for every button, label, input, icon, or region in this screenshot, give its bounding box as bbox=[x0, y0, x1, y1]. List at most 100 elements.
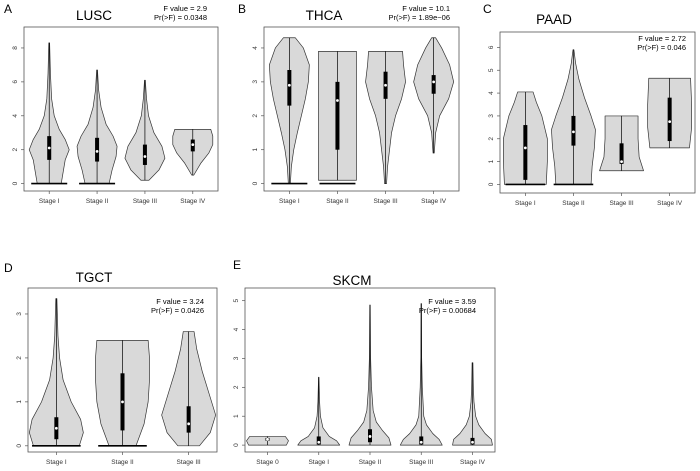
x-tick-label: Stage III bbox=[177, 459, 201, 466]
panel-title: THCA bbox=[306, 8, 343, 23]
x-tick-label: Stage I bbox=[39, 198, 60, 205]
y-tick-label: 3 bbox=[233, 356, 240, 360]
violin-median bbox=[336, 99, 339, 102]
panel-title: PAAD bbox=[536, 12, 572, 27]
violin-iqr-box bbox=[287, 70, 292, 106]
violin-median bbox=[95, 149, 99, 153]
y-tick-label: 8 bbox=[12, 46, 19, 50]
plot-frame bbox=[263, 26, 460, 192]
y-tick-label: 2 bbox=[12, 148, 19, 152]
y-tick-label: 3 bbox=[488, 114, 495, 118]
f-value-label: F value = 2.9 bbox=[163, 4, 207, 13]
y-tick-label: 0 bbox=[252, 181, 259, 185]
y-tick-label: 2 bbox=[16, 356, 23, 360]
x-tick-label: Stage II bbox=[562, 200, 585, 207]
plot-frame bbox=[499, 31, 696, 194]
p-value-label: Pr(>F) = 0.046 bbox=[637, 43, 686, 52]
panel-title: SKCM bbox=[332, 273, 371, 288]
panel-letter: C bbox=[483, 2, 492, 16]
panel-title: LUSC bbox=[76, 8, 112, 23]
violin-iqr-box bbox=[667, 97, 672, 142]
violin-iqr-box bbox=[419, 436, 424, 445]
violin-median bbox=[266, 437, 269, 441]
y-tick-label: 1 bbox=[16, 400, 23, 404]
y-tick-label: 2 bbox=[233, 385, 240, 389]
violin-iqr-box bbox=[316, 436, 321, 445]
violin-median bbox=[668, 120, 672, 124]
violin-median bbox=[121, 400, 124, 404]
violin-iqr-box bbox=[523, 125, 528, 180]
violin-median bbox=[384, 83, 387, 87]
y-tick-label: 4 bbox=[252, 46, 259, 50]
x-tick-label: Stage I bbox=[46, 459, 67, 466]
y-tick-label: 3 bbox=[252, 80, 259, 84]
x-tick-label: Stage I bbox=[279, 198, 300, 205]
violin-iqr-box bbox=[95, 137, 100, 162]
f-value-label: F value = 3.59 bbox=[428, 297, 476, 306]
x-tick-label: Stage I bbox=[308, 459, 329, 466]
violin-median bbox=[143, 155, 147, 158]
y-tick-label: 0 bbox=[488, 182, 495, 186]
violin-median bbox=[368, 435, 372, 438]
x-tick-label: Stage III bbox=[609, 200, 633, 207]
p-value-label: Pr(>F) = 0.0348 bbox=[154, 13, 207, 22]
f-value-label: F value = 2.72 bbox=[638, 34, 686, 43]
y-tick-label: 4 bbox=[233, 327, 240, 331]
violin-iqr-box bbox=[431, 75, 436, 94]
x-tick-label: Stage IV bbox=[460, 459, 486, 466]
x-tick-label: Stage II bbox=[111, 459, 134, 466]
p-value-label: Pr(>F) = 0.0426 bbox=[151, 306, 204, 315]
y-tick-label: 4 bbox=[12, 114, 19, 118]
panel-letter: D bbox=[4, 261, 13, 275]
y-tick-label: 1 bbox=[233, 414, 240, 418]
violin-median bbox=[317, 440, 321, 444]
y-tick-label: 6 bbox=[12, 80, 19, 84]
panel-thca: B THCA F value = 10.1Pr(>F) = 1.89e−06 0 1 2 3… bbox=[238, 2, 460, 205]
y-tick-label: 6 bbox=[488, 45, 495, 49]
x-tick-label: Stage III bbox=[373, 198, 397, 205]
panel-letter: E bbox=[233, 258, 241, 272]
f-value-label: F value = 10.1 bbox=[402, 4, 450, 13]
x-tick-label: Stage III bbox=[409, 459, 433, 466]
violin-median bbox=[47, 146, 51, 150]
y-tick-label: 2 bbox=[488, 137, 495, 141]
violin-median bbox=[572, 130, 575, 134]
y-tick-label: 0 bbox=[233, 443, 240, 447]
y-tick-label: 2 bbox=[252, 114, 259, 118]
y-tick-label: 0 bbox=[16, 444, 23, 448]
x-tick-label: Stage IV bbox=[657, 200, 683, 207]
x-tick-label: Stage III bbox=[133, 198, 157, 205]
plot-frame bbox=[23, 26, 219, 192]
f-value-label: F value = 3.24 bbox=[156, 297, 204, 306]
violin-median bbox=[54, 426, 58, 430]
y-tick-label: 1 bbox=[488, 159, 495, 163]
panel-letter: A bbox=[4, 2, 12, 16]
panel-letter: B bbox=[238, 2, 246, 16]
violin-iqr-box bbox=[619, 143, 624, 164]
x-tick-label: Stage 0 bbox=[256, 459, 279, 466]
violin-median bbox=[523, 146, 527, 150]
violin-median bbox=[191, 143, 195, 147]
p-value-label: Pr(>F) = 0.00684 bbox=[419, 306, 476, 315]
x-tick-label: Stage II bbox=[359, 459, 382, 466]
y-tick-label: 4 bbox=[488, 91, 495, 95]
y-tick-label: 3 bbox=[16, 312, 23, 316]
violin-iqr-box bbox=[335, 81, 340, 150]
violin-median bbox=[187, 422, 191, 426]
violin-iqr-box bbox=[186, 406, 191, 433]
y-tick-label: 1 bbox=[252, 148, 259, 152]
y-tick-label: 5 bbox=[233, 298, 240, 302]
x-tick-label: Stage I bbox=[515, 200, 536, 207]
p-value-label: Pr(>F) = 1.89e−06 bbox=[389, 13, 451, 22]
violin-iqr-box bbox=[142, 144, 147, 165]
violin-median bbox=[287, 83, 291, 87]
violin-median bbox=[620, 160, 623, 163]
violin-median bbox=[419, 440, 423, 444]
x-tick-label: Stage IV bbox=[180, 198, 206, 205]
violin-median bbox=[471, 440, 474, 444]
x-tick-label: Stage II bbox=[326, 198, 349, 205]
